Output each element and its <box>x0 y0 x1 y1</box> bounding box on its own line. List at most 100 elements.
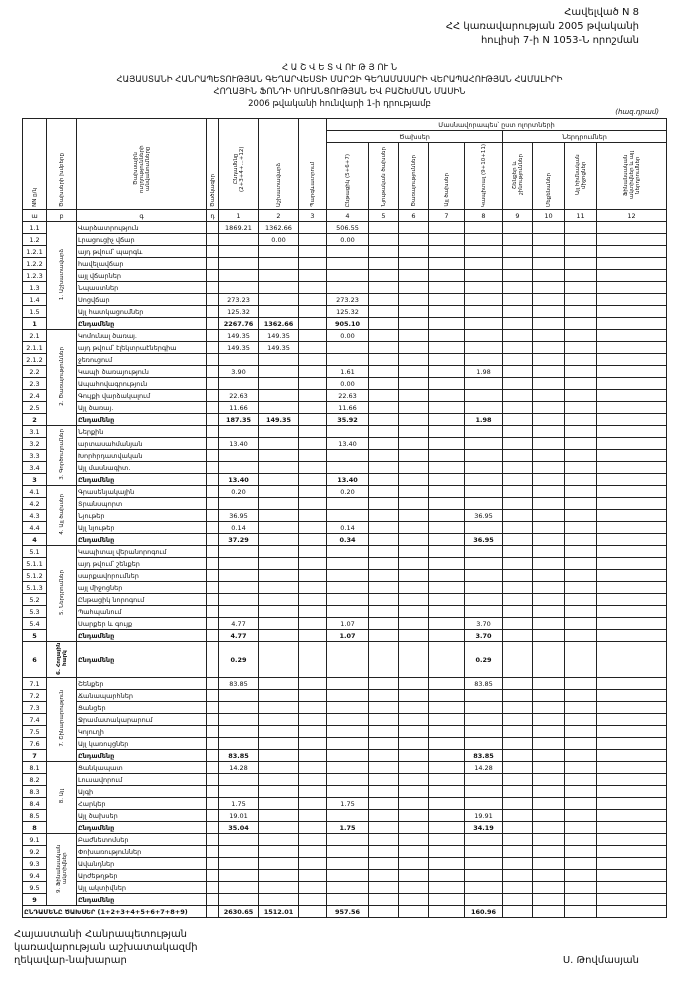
table-row: 2.2 Կապի ծառայություն 3.90 1.61 1.98 <box>22 365 667 378</box>
cell <box>398 233 429 246</box>
cell <box>502 533 533 546</box>
cell <box>398 689 429 702</box>
group-label: 4. Այլ ծախսեր <box>46 485 77 546</box>
cell: 0.00 <box>258 233 299 246</box>
row-code: 8.4 <box>22 797 47 810</box>
cell <box>218 425 259 438</box>
cell: 3.90 <box>218 365 259 378</box>
cell <box>428 749 465 762</box>
cell <box>532 449 565 462</box>
column-number: 5 <box>368 209 399 222</box>
cell <box>596 473 667 486</box>
cell <box>502 521 533 534</box>
cell <box>564 857 597 870</box>
cell <box>368 257 399 270</box>
cell <box>398 521 429 534</box>
cell: 83.85 <box>464 749 503 762</box>
cell <box>532 785 565 798</box>
cell <box>258 509 299 522</box>
cell <box>428 809 465 822</box>
cell <box>398 245 429 258</box>
cell <box>564 905 597 918</box>
cell <box>298 281 327 294</box>
cell <box>502 233 533 246</box>
cell <box>464 605 503 618</box>
total-label: ԸՆԴԱՄԵՆԸ ԾԱԽՍԵՐ (1+2+3+4+5+6+7+8+9) <box>22 905 207 918</box>
cell: 34.19 <box>464 821 503 834</box>
cell <box>564 269 597 282</box>
cell <box>502 437 533 450</box>
cell <box>258 269 299 282</box>
row-name: Բաժնետոմսեր <box>76 833 207 846</box>
cell <box>368 269 399 282</box>
cell <box>428 317 465 330</box>
cell <box>596 329 667 342</box>
cell <box>298 821 327 834</box>
cell <box>326 641 369 678</box>
cell <box>368 413 399 426</box>
cell <box>464 797 503 810</box>
cell <box>564 689 597 702</box>
column-header: Նյութական ծախսեր <box>368 142 399 210</box>
group-label: 2. Ծառայություններ <box>46 329 77 426</box>
cell <box>206 821 219 834</box>
cell <box>428 221 465 234</box>
cell <box>258 809 299 822</box>
table-row: 5.1.3 այլ միջոցներ <box>22 581 667 594</box>
cell <box>326 869 369 882</box>
row-name: Կապիտալ վերանորոգում <box>76 545 207 558</box>
cell <box>428 581 465 594</box>
cell <box>464 857 503 870</box>
cell <box>428 533 465 546</box>
cell: 957.56 <box>326 905 369 918</box>
cell <box>564 509 597 522</box>
row-name: հավելավճար <box>76 257 207 270</box>
header-row: Ընթացիկ (5+6+7) Նյութական ծախսեր Ծառայությ… <box>23 142 667 210</box>
table-row: 7.2 Ճանապարհներ <box>22 689 667 702</box>
cell: 4.77 <box>218 629 259 642</box>
cell <box>298 473 327 486</box>
cell: 187.35 <box>218 413 259 426</box>
table-row: 3.4 Այլ մասնագիտ. <box>22 461 667 474</box>
table-row: 2.1 2. Ծառայություններ Կոմունալ ծառայ. 149.… <box>22 329 667 426</box>
cell <box>464 833 503 846</box>
cell <box>464 545 503 558</box>
cell: 13.40 <box>218 473 259 486</box>
cell: 83.85 <box>218 749 259 762</box>
row-code: 2.1.1 <box>22 341 47 354</box>
column-number: դ <box>206 209 219 222</box>
row-code: 2 <box>22 413 47 426</box>
group-label: 3. Գործուղումներ <box>46 425 77 486</box>
cell <box>258 521 299 534</box>
cell <box>532 257 565 270</box>
cell <box>596 737 667 750</box>
cell <box>298 761 327 774</box>
cell <box>368 761 399 774</box>
group-label-text: 6. Հողային հարկ <box>55 642 68 675</box>
cell <box>532 473 565 486</box>
table-row: 2.3 Ապահովագրություն 0.00 <box>22 377 667 390</box>
cell <box>428 773 465 786</box>
cell: 0.29 <box>464 641 503 678</box>
row-code: 4.2 <box>22 497 47 510</box>
cell <box>368 857 399 870</box>
cell <box>368 821 399 834</box>
cell <box>596 881 667 894</box>
cell <box>206 497 219 510</box>
cell: 0.20 <box>326 485 369 498</box>
row-name: Ընդամենը <box>76 629 207 642</box>
cell <box>398 641 429 678</box>
row-name: Ընդամենը <box>76 473 207 486</box>
cell <box>206 221 219 234</box>
cell <box>368 233 399 246</box>
cell <box>532 893 565 906</box>
group-label-text: 8. Այլ <box>58 789 65 804</box>
cell <box>258 581 299 594</box>
row-name: Այգի <box>76 785 207 798</box>
table-row: 7.3 Ցանցեր <box>22 701 667 714</box>
row-code: 9.5 <box>22 881 47 894</box>
cell <box>206 413 219 426</box>
cell <box>368 893 399 906</box>
cell <box>428 857 465 870</box>
cell <box>206 485 219 498</box>
